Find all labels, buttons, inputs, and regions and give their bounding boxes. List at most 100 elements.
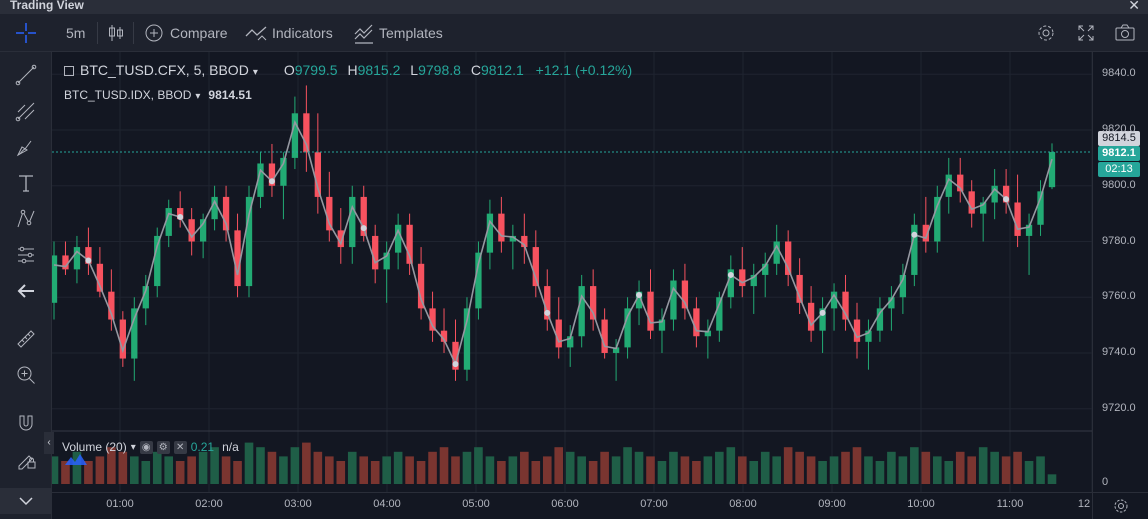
time-tick: 08:00 [729,498,757,510]
candle-body [96,263,104,292]
interval-button[interactable]: 5m [66,25,86,41]
volume-bar [898,456,908,484]
volume-bar [95,456,105,484]
volume-bar [703,456,713,484]
candle-body [360,196,367,236]
ruler-icon[interactable] [10,324,42,354]
candle-body [647,291,654,331]
templates-button[interactable]: Templates [353,14,443,52]
fullscreen-icon[interactable] [1076,14,1096,52]
volume-legend: Volume (20) ▾ ◉ ⚙ ✕ 0.21 n/a [62,440,239,454]
indicators-button[interactable]: Indicators [244,14,333,52]
collapse-panel-icon[interactable]: ‹ [44,432,54,454]
close-icon[interactable]: ✕ [1128,0,1140,13]
index-line [53,120,1053,367]
zoom-in-icon[interactable] [10,360,42,390]
volume-bar [841,451,850,484]
top-toolbar: 5m Compare Indicators Templates [0,14,1148,52]
candle-body [475,252,482,309]
time-tick: 11:00 [996,498,1024,510]
volume-bar [72,451,82,484]
volume-bar [864,456,873,484]
candle-body [165,208,172,236]
price-tick: 9780.0 [1102,234,1136,247]
window-titlebar: Trading View ✕ [0,0,1148,14]
volume-bar [852,447,862,484]
volume-bar [290,447,300,484]
templates-label: Templates [379,25,443,41]
settings-gear-icon[interactable] [1036,14,1056,52]
candle-body [957,174,964,192]
price-tick: 9760.0 [1102,290,1136,303]
chevron-down-icon[interactable]: ▾ [252,67,258,78]
volume-bar [198,451,208,484]
collapse-legend-icon[interactable] [64,66,74,76]
symbol-name[interactable]: BTC_TUSD.CFX, 5, BBOD [80,62,249,78]
eye-icon[interactable]: ◉ [139,440,153,454]
volume-bar [52,456,59,484]
volume-bar [749,461,759,484]
candle-body [842,291,849,320]
volume-value: 0.21 [190,440,215,454]
candle-body [934,196,941,242]
price-tick: 9740.0 [1102,345,1136,358]
price-tick: 9820.0 [1102,123,1136,136]
candle-body [1037,191,1044,225]
camera-icon[interactable] [1114,14,1136,52]
templates-icon [354,24,373,44]
index-price-label: 9814.5 [1098,131,1140,147]
candles-icon[interactable] [106,14,126,52]
time-tick: 07:00 [640,498,668,510]
candle-body [567,336,574,348]
time-tick: 01:00 [106,498,134,510]
pitchfork-icon[interactable] [10,96,42,126]
candle-body [52,255,58,303]
lock-drawings-icon[interactable] [10,444,42,474]
prediction-icon[interactable] [10,240,42,270]
candle-body [865,330,872,342]
candle-body [578,286,585,337]
index-markers [85,178,1010,368]
price-scale[interactable]: 9814.5 9812.1 02:13 0 9840.0 9820.0 9800.0… [1092,52,1148,492]
trend-line-icon[interactable] [10,60,42,90]
crosshair-icon[interactable] [10,14,42,52]
magnet-icon[interactable] [10,408,42,438]
index-marker [544,309,551,316]
volume-bar [875,461,885,484]
price-chart[interactable] [52,52,1092,492]
volume-bar [325,456,334,484]
volume-label[interactable]: Volume (20) [62,440,127,454]
chevron-down-icon[interactable]: ▾ [195,91,201,102]
back-arrow-icon[interactable] [10,276,42,306]
candle-body [280,157,287,186]
index-symbol[interactable]: BTC_TUSD.IDX, BBOD [64,88,192,102]
volume-bar [680,456,690,484]
chevron-down-icon[interactable]: ▾ [130,441,136,453]
time-scale[interactable]: 01:00 02:00 03:00 04:00 05:00 06:00 07:00 08:00… [52,492,1092,519]
low-value: 9798.8 [418,62,461,78]
volume-bar [118,451,128,484]
candle-body [372,235,379,270]
price-tick: 9800.0 [1102,178,1136,191]
pattern-icon[interactable] [10,204,42,234]
brush-icon[interactable] [10,132,42,162]
remove-icon[interactable]: ✕ [173,440,187,454]
plus-circle-icon [145,24,163,42]
candle-body [601,319,608,353]
candle-body [968,191,975,214]
volume-bar [520,451,529,484]
text-icon[interactable] [10,168,42,198]
volume-bar [474,447,483,484]
volume-bar [210,447,219,484]
settings-icon[interactable]: ⚙ [156,440,170,454]
volume-bar [347,451,357,484]
compare-button[interactable]: Compare [144,14,228,52]
candle-body [727,269,734,298]
candle-body [589,286,597,320]
collapse-toolbar-icon[interactable] [0,488,52,514]
candle-body [739,269,746,287]
volume-bar [221,456,231,484]
volume-bar [359,456,369,484]
scale-settings-gear-icon[interactable] [1092,492,1148,519]
volume-bar [187,456,196,484]
